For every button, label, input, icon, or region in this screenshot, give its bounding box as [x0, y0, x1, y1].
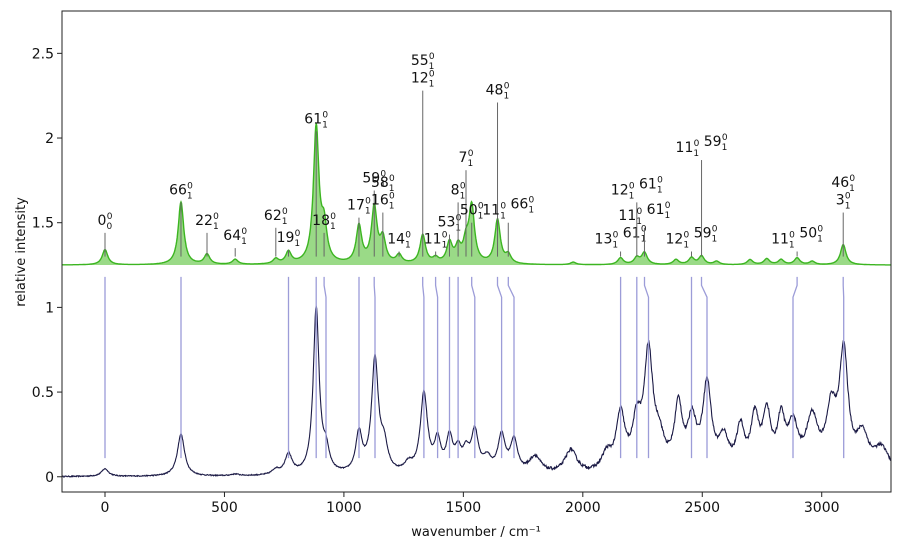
- peak-label: 000: [98, 212, 113, 232]
- y-tick-label: 0: [45, 470, 54, 486]
- peak-label: 1610: [371, 192, 395, 212]
- peak-label: 1110 5010: [771, 225, 823, 251]
- peak-connector-line: [643, 276, 650, 459]
- y-tick-label: 2: [45, 131, 54, 147]
- x-tick-label: 1000: [326, 500, 362, 516]
- peak-label: 1310 6110: [595, 225, 647, 251]
- y-tick-label: 0.5: [32, 385, 54, 401]
- x-tick-label: 2500: [684, 500, 720, 516]
- peak-label: 1910: [277, 229, 301, 249]
- peak-label: 6410: [223, 227, 247, 247]
- peak-connector-line: [496, 276, 503, 459]
- x-tick-label: 1500: [446, 500, 482, 516]
- peak-connector-line: [422, 276, 425, 459]
- peak-label: 5810: [371, 174, 395, 194]
- peak-connector-line: [434, 276, 439, 459]
- plot-frame: [61, 10, 892, 493]
- y-axis-label: relative intensity: [14, 197, 29, 307]
- computed-spectrum-line: [62, 123, 891, 266]
- experimental-spectrum-line: [61, 305, 892, 478]
- x-tick-label: 0: [101, 500, 110, 516]
- connector-layer: [104, 276, 845, 459]
- peak-label: 1710: [347, 197, 371, 217]
- peak-label: 710: [459, 149, 474, 169]
- peak-label: 1110 6110: [618, 201, 670, 227]
- x-tick-label: 2000: [565, 500, 601, 516]
- peak-label: 1110: [424, 231, 448, 251]
- peak-connector-line: [507, 276, 515, 459]
- peak-label: 1810: [312, 212, 336, 232]
- series-layer: [61, 123, 892, 478]
- peak-connector-line: [373, 276, 376, 459]
- peak-label: 310: [836, 192, 851, 212]
- x-tick-label: 500: [211, 500, 238, 516]
- peak-label: 5910: [362, 170, 386, 190]
- y-tick-label: 1: [45, 300, 54, 316]
- peak-connector-line: [700, 276, 708, 459]
- peak-label: 1210: [411, 70, 435, 90]
- peak-label: 1110 6610: [482, 196, 534, 222]
- peak-label: 4810: [486, 82, 510, 102]
- peak-label: 4610: [831, 174, 855, 194]
- axis-layer: 0 500 1000 1500 2000 2500 3000 0 0.5 1 1.5 2 2.5: [32, 46, 840, 516]
- peak-label: 1210 5910: [665, 225, 717, 251]
- y-tick-label: 1.5: [32, 216, 54, 232]
- peak-connector-line: [323, 276, 327, 459]
- peak-label: 6110: [304, 110, 328, 130]
- x-tick-label: 3000: [804, 500, 840, 516]
- y-tick-label: 2.5: [32, 46, 54, 62]
- peak-label: 1110 5910: [676, 133, 728, 159]
- peak-label-layer: 0006610221064106210191061101810171059105…: [98, 52, 855, 257]
- peak-label: 5510: [411, 52, 435, 72]
- peak-connector-line: [842, 276, 845, 459]
- peak-connector-line: [792, 276, 798, 459]
- peak-label: 1210 6110: [611, 175, 663, 201]
- peak-label: 2210: [195, 212, 219, 232]
- peak-label: 810: [451, 181, 466, 201]
- peak-label: 1410: [387, 231, 411, 251]
- peak-connector-line: [471, 276, 476, 459]
- peak-label: 6610: [169, 181, 193, 201]
- x-axis-label: wavenumber / cm⁻¹: [411, 525, 541, 540]
- peak-label: 6210: [264, 207, 288, 227]
- peak-label: 5010: [460, 202, 484, 222]
